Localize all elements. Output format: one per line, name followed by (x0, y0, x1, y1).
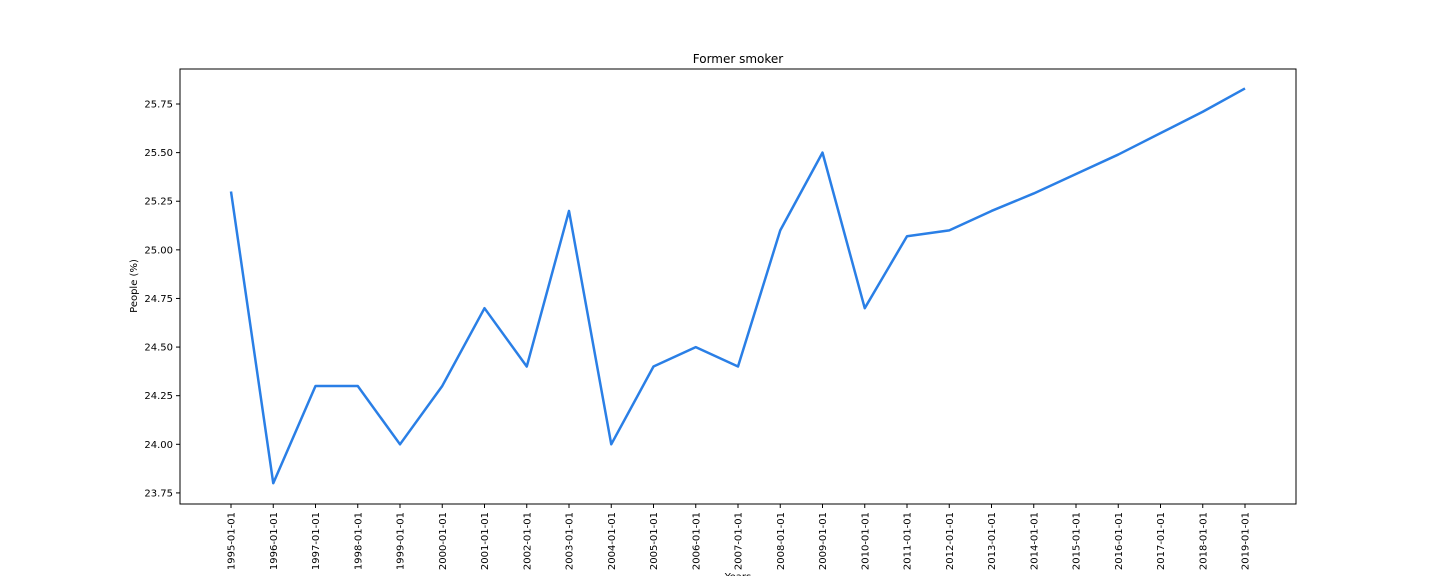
x-tick-label: 2008-01-01 (776, 512, 787, 570)
y-tick-label: 25.25 (144, 197, 173, 208)
x-tick-label: 2011-01-01 (903, 512, 914, 570)
chart-title: Former smoker (693, 52, 784, 66)
x-tick-label: 1998-01-01 (353, 512, 364, 570)
x-tick-label: 2004-01-01 (607, 512, 618, 570)
x-axis-label: Years (724, 572, 751, 576)
y-tick-label: 25.00 (144, 245, 173, 256)
x-tick-label: 2014-01-01 (1029, 512, 1040, 570)
x-tick-label: 2007-01-01 (734, 512, 745, 570)
y-tick-label: 24.50 (144, 343, 173, 354)
x-tick-label: 1997-01-01 (311, 512, 322, 570)
data-line (229, 87, 1246, 485)
x-tick-label: 2009-01-01 (818, 512, 829, 570)
plot-frame (179, 68, 1297, 505)
y-tick-label: 24.00 (144, 440, 173, 451)
x-tick-label: 1999-01-01 (396, 512, 407, 570)
x-tick-label: 2019-01-01 (1241, 512, 1252, 570)
y-tick-label: 24.75 (144, 294, 173, 305)
y-axis-label: People (%) (129, 259, 140, 313)
y-tick-label: 23.75 (144, 488, 173, 499)
x-tick-label: 2006-01-01 (691, 512, 702, 570)
x-tick-label: 2001-01-01 (480, 512, 491, 570)
x-tick-label: 2018-01-01 (1198, 512, 1209, 570)
x-tick-label: 2012-01-01 (945, 512, 956, 570)
y-tick-label: 24.25 (144, 391, 173, 402)
x-tick-label: 2000-01-01 (438, 512, 449, 570)
x-tick-label: 2016-01-01 (1114, 512, 1125, 570)
x-tick-label: 2015-01-01 (1072, 512, 1083, 570)
x-tick-label: 1995-01-01 (227, 512, 238, 570)
x-tick-label: 2002-01-01 (522, 512, 533, 570)
x-tick-label: 2013-01-01 (987, 512, 998, 570)
x-tick-label: 2005-01-01 (649, 512, 660, 570)
y-tick-label: 25.75 (144, 100, 173, 111)
x-tick-label: 2003-01-01 (565, 512, 576, 570)
x-tick-label: 2017-01-01 (1156, 512, 1167, 570)
x-tick-label: 1996-01-01 (269, 512, 280, 570)
x-tick-label: 2010-01-01 (860, 512, 871, 570)
y-tick-label: 25.50 (144, 148, 173, 159)
